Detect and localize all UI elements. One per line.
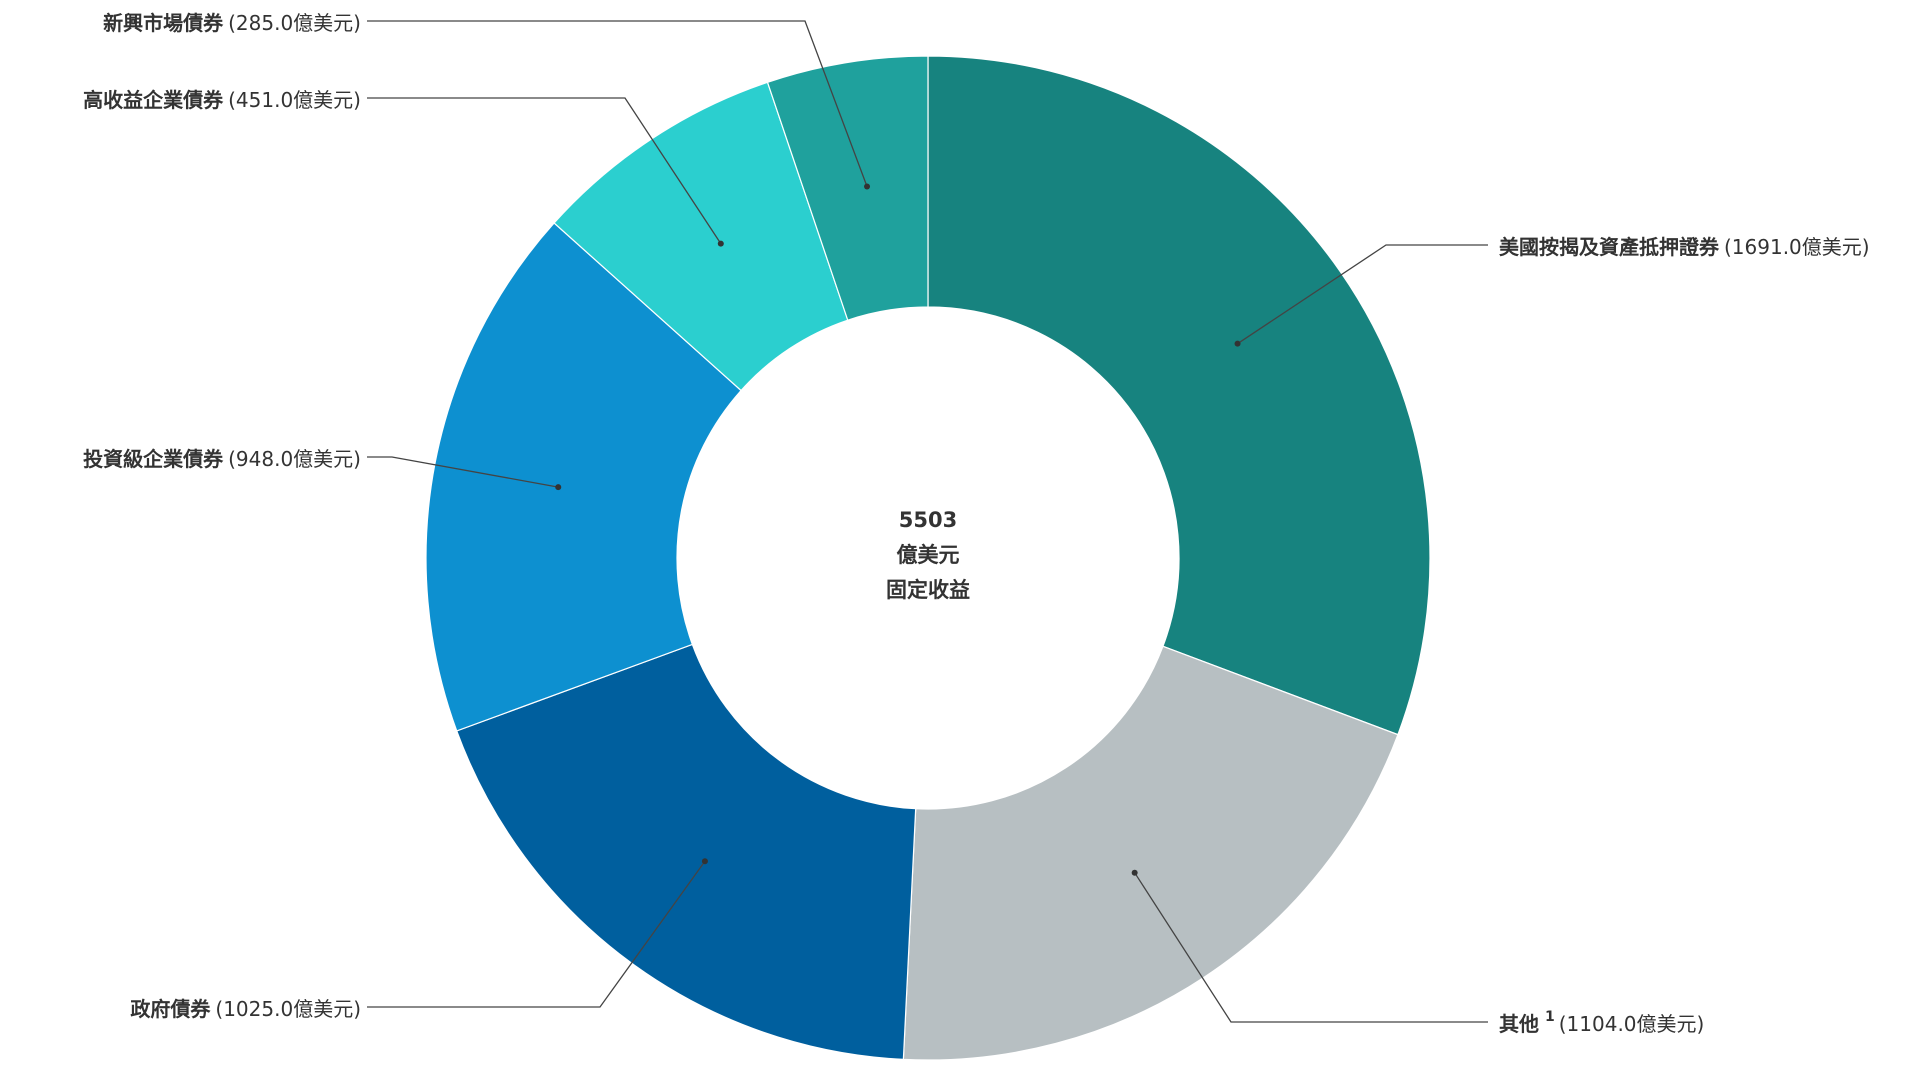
- label-name: 美國按揭及資產抵押證券: [1499, 235, 1720, 259]
- center-line: 固定收益: [886, 578, 970, 602]
- leader-line: [1237, 244, 1488, 345]
- label-note: 1: [1545, 1009, 1555, 1025]
- label-value: (1104.0億美元): [1559, 1012, 1705, 1036]
- label-value: (451.0億美元): [228, 88, 361, 112]
- leader-dot: [555, 484, 562, 491]
- donut-segment: [425, 222, 742, 732]
- segment-label: 美國按揭及資產抵押證券 (1691.0億美元): [1499, 235, 1870, 259]
- segment-label: 政府債券 (1025.0億美元): [130, 997, 361, 1021]
- donut-segment: [455, 643, 917, 1061]
- leader-dot: [864, 183, 871, 190]
- label-name: 其他: [1499, 1012, 1539, 1036]
- segment-label: 高收益企業債券 (451.0億美元): [83, 88, 361, 112]
- donut-segment: [927, 55, 1431, 736]
- leader-line: [367, 20, 868, 187]
- label-name: 投資級企業債券: [83, 447, 224, 471]
- donut-segment: [902, 645, 1399, 1061]
- segment-label: 其他 1 (1104.0億美元): [1499, 1009, 1704, 1036]
- leader-line: [367, 860, 706, 1008]
- leader-dot: [701, 858, 708, 865]
- leader-line: [367, 456, 559, 488]
- segment-label: 新興市場債券 (285.0億美元): [103, 11, 361, 35]
- leader-dot: [717, 240, 724, 247]
- leader-line: [1134, 872, 1488, 1023]
- center-label: 5503 億美元 固定收益: [886, 508, 970, 602]
- donut-segment: [766, 55, 929, 321]
- center-line: 5503: [899, 508, 957, 532]
- center-line: 億美元: [897, 543, 960, 567]
- label-name: 新興市場債券: [103, 11, 224, 35]
- segment-label: 投資級企業債券 (948.0億美元): [83, 447, 361, 471]
- label-value: (948.0億美元): [228, 447, 361, 471]
- label-value: (1691.0億美元): [1724, 235, 1870, 259]
- label-value: (1025.0億美元): [215, 997, 361, 1021]
- leader-line: [367, 97, 722, 245]
- label-value: (285.0億美元): [228, 11, 361, 35]
- leader-dot: [1131, 869, 1138, 876]
- label-name: 高收益企業債券: [83, 88, 224, 112]
- leader-dot: [1234, 340, 1241, 347]
- label-name: 政府債券: [130, 997, 211, 1021]
